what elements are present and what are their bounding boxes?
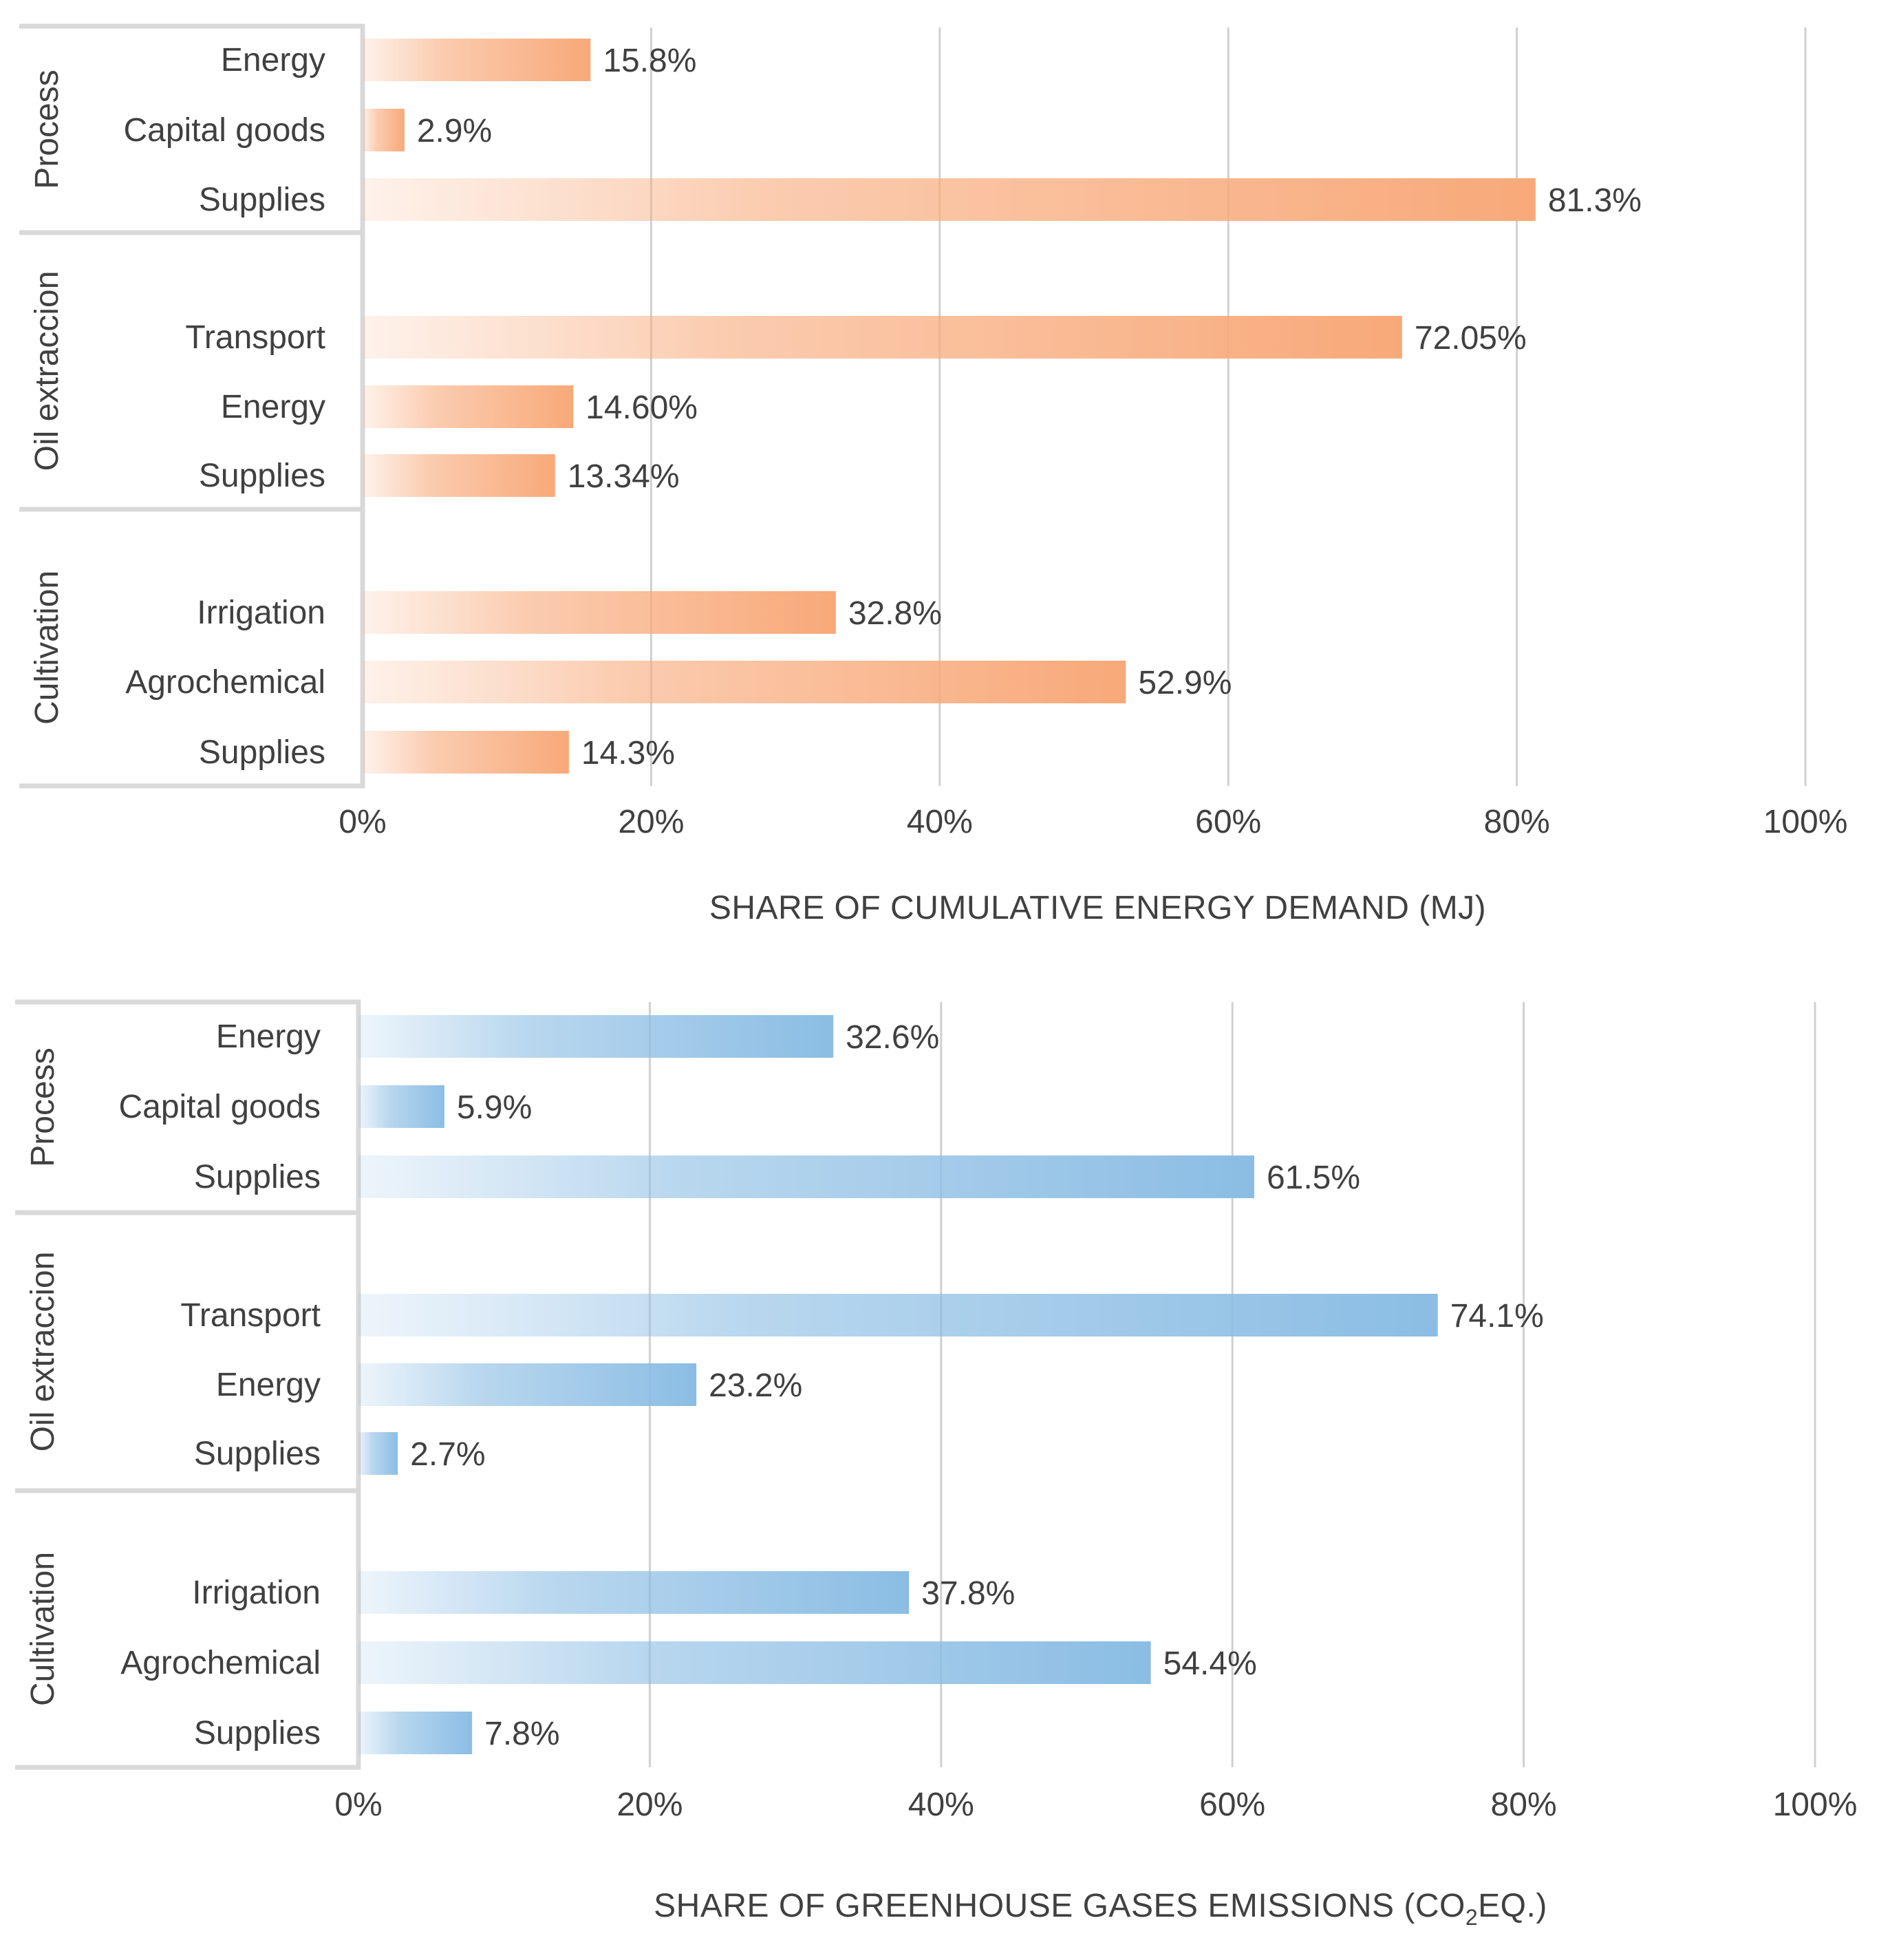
category-label: Energy [216,1019,321,1055]
data-label: 7.8% [484,1716,559,1752]
data-label: 37.8% [921,1575,1015,1612]
category-label: Supplies [194,1436,321,1472]
category-label: Capital goods [118,1089,321,1125]
data-label: 52.9% [1138,665,1232,701]
category-label: Transport [185,319,325,356]
category-label: Supplies [194,1159,321,1195]
bar [363,731,569,774]
group-label: Oil extraccion [25,1252,61,1452]
group-frame [15,1488,361,1770]
bar [358,1571,910,1614]
data-label: 32.8% [848,595,942,632]
data-label: 72.05% [1415,320,1527,356]
category-label: Supplies [199,458,325,494]
category-label: Energy [221,42,325,78]
data-label: 74.1% [1450,1298,1544,1334]
bar [363,39,591,81]
category-label: Capital goods [123,112,325,149]
data-label: 14.3% [581,735,675,771]
x-tick-label: 0% [334,1787,382,1823]
category-label: Supplies [199,734,325,771]
category-label: Irrigation [197,595,325,631]
group-label: Cultivation [25,1552,61,1706]
data-label: 81.3% [1548,182,1642,219]
category-label: Supplies [194,1715,321,1751]
x-tick-label: 100% [1763,804,1848,840]
data-label: 5.9% [457,1089,532,1126]
x-tick-label: 40% [908,1787,974,1823]
x-tick-label: 80% [1484,804,1550,840]
x-axis-title: SHARE OF GREENHOUSE GASES EMISSIONS (CO2… [654,1888,1547,1930]
bar [358,1363,697,1406]
bar [358,1155,1254,1198]
bar [358,1432,398,1475]
bar [358,1712,473,1754]
x-tick-label: 60% [1195,804,1261,840]
x-tick-label: 20% [618,804,684,840]
category-label: Transport [180,1297,321,1334]
group-label: Process [25,1047,61,1167]
bar [363,109,405,151]
x-tick-label: 60% [1199,1787,1265,1823]
data-label: 14.60% [586,390,698,426]
data-label: 15.8% [603,43,696,79]
x-tick-label: 80% [1491,1787,1557,1823]
bar [358,1015,834,1058]
data-label: 32.6% [846,1019,939,1056]
data-label: 2.7% [410,1436,485,1473]
bar [363,454,555,497]
data-label: 54.4% [1163,1645,1257,1682]
x-tick-label: 20% [616,1787,683,1823]
data-label: 13.34% [568,458,680,495]
category-label: Agrochemical [120,1645,321,1681]
x-tick-label: 0% [339,804,386,840]
bar [358,1641,1151,1684]
bar [363,591,836,634]
group-label: Cultivation [29,571,65,725]
data-label: 2.9% [417,113,492,149]
data-label: 61.5% [1267,1160,1360,1196]
bar [358,1085,444,1128]
bar [363,385,574,428]
bar [358,1294,1438,1336]
category-label: Supplies [199,182,325,218]
category-label: Irrigation [192,1575,321,1611]
x-tick-label: 100% [1773,1787,1858,1823]
group-label: Process [29,70,65,189]
group-frame [19,507,365,789]
category-label: Energy [221,389,325,425]
bar [363,178,1536,221]
energy-demand-chart: 0% 20% 40% 60% 80% 100% Process Energy 15.8% Capi… [19,23,1848,926]
data-label: 23.2% [709,1367,802,1404]
group-label: Oil extraccion [29,271,65,471]
category-label: Energy [216,1367,321,1403]
bar [363,316,1402,359]
bar [363,661,1126,703]
category-label: Agrochemical [125,664,325,701]
x-tick-label: 40% [907,804,973,840]
x-axis-title: SHARE OF CUMULATIVE ENERGY DEMAND (MJ) [709,890,1486,926]
ghg-emissions-chart: 0% 20% 40% 60% 80% 100% Process Energy 32.6% Capi… [15,999,1858,1930]
